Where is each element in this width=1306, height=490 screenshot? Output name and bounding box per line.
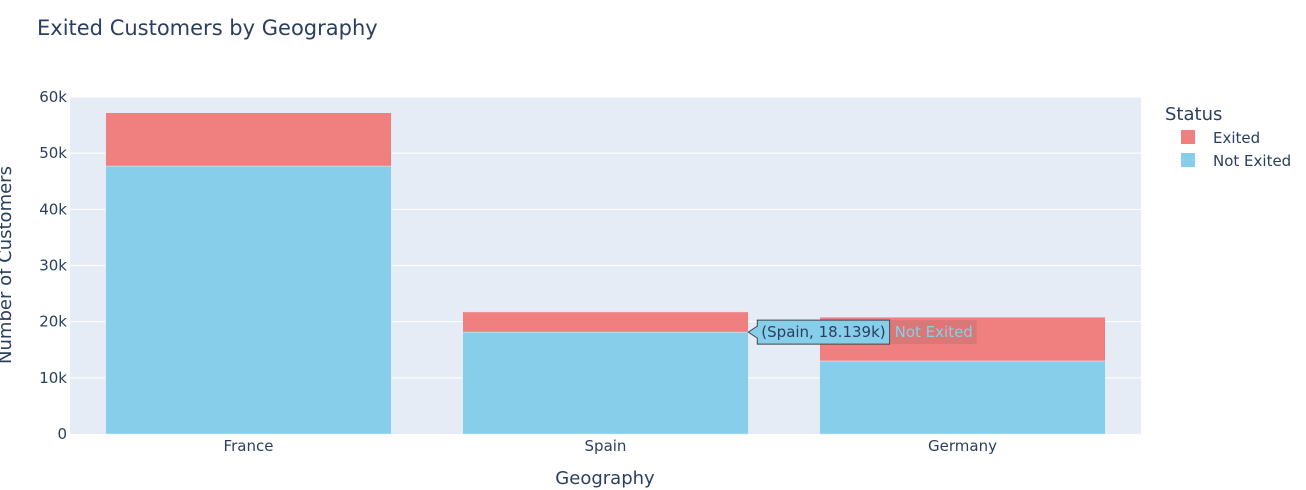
x-tick-label: Spain (585, 437, 627, 455)
chart-title: Exited Customers by Geography (37, 16, 378, 40)
y-axis-title: Number of Customers (0, 166, 16, 364)
hover-tooltip: (Spain, 18.139k) Not Exited (748, 320, 977, 344)
bar-not-exited-germany[interactable] (820, 361, 1106, 434)
legend-item-label[interactable]: Not Exited (1213, 152, 1291, 170)
bar-not-exited-france[interactable] (106, 166, 392, 434)
x-tick-label: France (224, 437, 274, 455)
tooltip-value: (Spain, 18.139k) (761, 323, 885, 341)
x-tick-label: Germany (928, 437, 997, 455)
legend: Status Exited Not Exited (1165, 104, 1291, 170)
tooltip-series-name: Not Exited (895, 323, 973, 341)
y-tick-label: 0 (57, 425, 67, 443)
bar-exited-spain[interactable] (463, 312, 749, 332)
y-tick-label: 60k (39, 88, 67, 106)
legend-title: Status (1165, 104, 1222, 125)
bar-exited-france[interactable] (106, 113, 392, 166)
y-axis-ticks: 0 10k 20k 30k 40k 50k 60k (39, 88, 67, 443)
x-axis-title: Geography (555, 468, 655, 489)
y-tick-label: 30k (39, 257, 67, 275)
legend-item-label[interactable]: Exited (1213, 129, 1260, 147)
y-tick-label: 50k (39, 144, 67, 162)
bar-not-exited-spain[interactable] (463, 332, 749, 434)
legend-swatch[interactable] (1181, 130, 1195, 144)
x-axis-ticks: France Spain Germany (224, 437, 998, 455)
y-tick-label: 10k (39, 369, 67, 387)
legend-swatch[interactable] (1181, 153, 1195, 167)
y-tick-label: 40k (39, 200, 67, 218)
y-tick-label: 20k (39, 313, 67, 331)
